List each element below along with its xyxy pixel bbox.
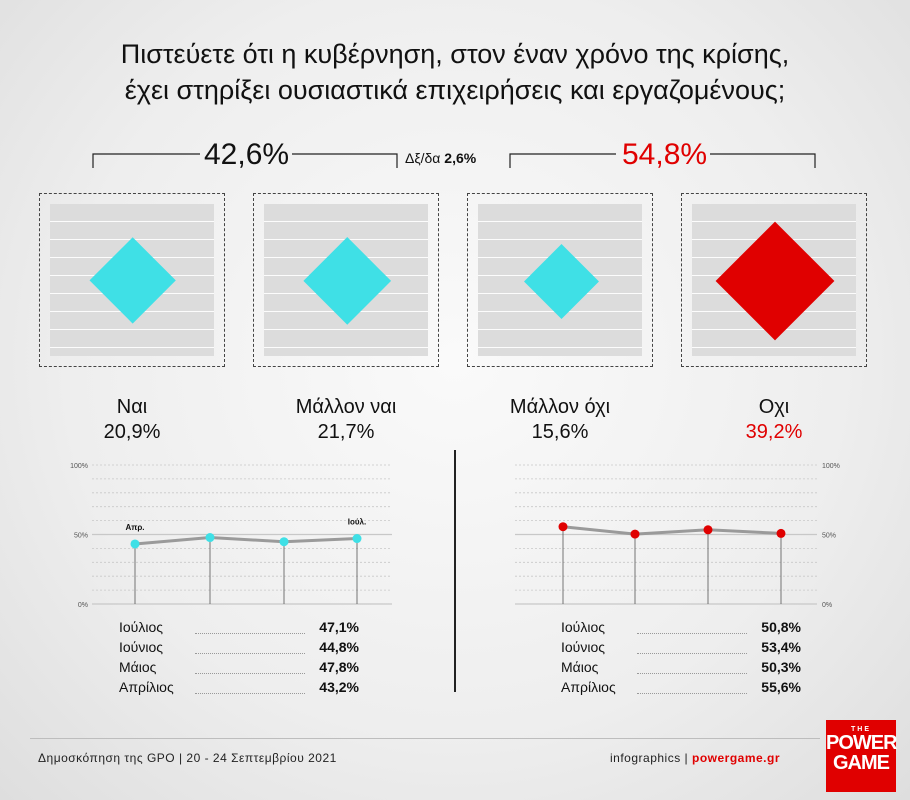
month-label: Μάιος xyxy=(561,659,599,675)
data-point xyxy=(776,528,786,538)
category-label: Μάλλον ναι xyxy=(295,396,397,418)
card-no xyxy=(681,193,867,367)
y-tick-label: 50% xyxy=(822,533,836,540)
table-row: Μάιος 47,8% xyxy=(119,659,359,679)
category-no: Οχι 39,2% xyxy=(681,395,867,445)
logo-power: POWER xyxy=(826,732,898,754)
data-point xyxy=(630,529,640,539)
start-label: Απρ. xyxy=(125,523,144,532)
logo-game: GAME xyxy=(833,752,890,774)
month-label: Ιούλιος xyxy=(119,619,163,635)
y-tick-label: 100% xyxy=(822,463,840,470)
month-label: Μάιος xyxy=(119,659,157,675)
month-value: 47,8% xyxy=(319,659,359,675)
y-tick-label: 100% xyxy=(70,463,88,470)
chart-title-line-2: έχει στηρίξει ουσιαστικά επιχειρήσεις κα… xyxy=(124,75,786,105)
dont-know-value: 2,6% xyxy=(444,150,477,166)
series-line xyxy=(134,536,358,546)
table-row: Ιούνιος 44,8% xyxy=(119,639,359,659)
series-line xyxy=(562,525,782,536)
month-value: 43,2% xyxy=(319,679,359,695)
y-tick-label: 50% xyxy=(74,533,88,540)
month-label: Ιούνιος xyxy=(561,639,605,655)
month-label: Απρίλιος xyxy=(119,679,174,695)
footer-credit-prefix: infographics | xyxy=(610,751,692,765)
category-yes: Ναι 20,9% xyxy=(39,395,225,445)
data-point xyxy=(352,534,362,544)
month-value: 55,6% xyxy=(761,679,801,695)
dont-know-label: Δξ/δα xyxy=(405,150,441,166)
data-point xyxy=(130,539,140,549)
right-monthly-table: Ιούλιος 50,8% Ιούνιος 53,4% Μάιος 50,3% … xyxy=(561,619,801,699)
month-label: Απρίλιος xyxy=(561,679,616,695)
table-row: Μάιος 50,3% xyxy=(561,659,801,679)
logo-the: THE xyxy=(851,726,871,733)
category-label: Οχι xyxy=(758,396,790,418)
month-value: 53,4% xyxy=(761,639,801,655)
no-bracket-left xyxy=(509,153,616,168)
dont-know-total: Δξ/δα 2,6% xyxy=(405,150,476,166)
yes-bracket-left xyxy=(92,153,200,168)
table-row: Απρίλιος 55,6% xyxy=(561,679,801,699)
yes-bracket-right xyxy=(292,153,398,168)
category-value: 21,7% xyxy=(317,421,375,443)
y-tick-label: 0% xyxy=(822,602,832,609)
table-row: Απρίλιος 43,2% xyxy=(119,679,359,699)
yes-total: 42,6% xyxy=(204,138,290,171)
center-divider xyxy=(454,450,456,692)
category-label: Μάλλον όχι xyxy=(509,396,611,418)
no-total: 54,8% xyxy=(622,138,708,171)
data-point xyxy=(703,525,713,535)
data-point xyxy=(279,537,289,547)
category-value: 39,2% xyxy=(745,421,803,443)
card-rather-no xyxy=(467,193,653,367)
footer-credit-site: powergame.gr xyxy=(692,751,781,765)
no-bracket-right xyxy=(710,153,816,168)
footer-credit: infographics | powergame.gr xyxy=(610,751,780,765)
table-row: Ιούλιος 50,8% xyxy=(561,619,801,639)
category-label: Ναι xyxy=(116,396,148,418)
y-tick-label: 0% xyxy=(78,602,88,609)
end-label: Ιούλ. xyxy=(348,518,366,527)
card-rather-yes xyxy=(253,193,439,367)
left-monthly-table: Ιούλιος 47,1% Ιούνιος 44,8% Μάιος 47,8% … xyxy=(119,619,359,699)
data-point xyxy=(205,533,215,543)
footer-rule xyxy=(30,738,820,739)
month-value: 50,3% xyxy=(761,659,801,675)
chart-title-line-1: Πιστεύετε ότι η κυβέρνηση, στον έναν χρό… xyxy=(120,39,790,69)
category-value: 15,6% xyxy=(531,421,589,443)
month-value: 47,1% xyxy=(319,619,359,635)
powergame-logo: THE POWER GAME xyxy=(826,720,898,792)
month-label: Ιούλιος xyxy=(561,619,605,635)
data-point xyxy=(558,522,568,532)
month-value: 44,8% xyxy=(319,639,359,655)
table-row: Ιούνιος 53,4% xyxy=(561,639,801,659)
table-row: Ιούλιος 47,1% xyxy=(119,619,359,639)
footer-source: Δημοσκόπηση της GPO | 20 - 24 Σεπτεμβρίο… xyxy=(38,751,337,765)
month-label: Ιούνιος xyxy=(119,639,163,655)
card-yes xyxy=(39,193,225,367)
category-rather-yes: Μάλλον ναι 21,7% xyxy=(253,395,439,445)
month-value: 50,8% xyxy=(761,619,801,635)
category-rather-no: Μάλλον όχι 15,6% xyxy=(467,395,653,445)
category-value: 20,9% xyxy=(103,421,161,443)
